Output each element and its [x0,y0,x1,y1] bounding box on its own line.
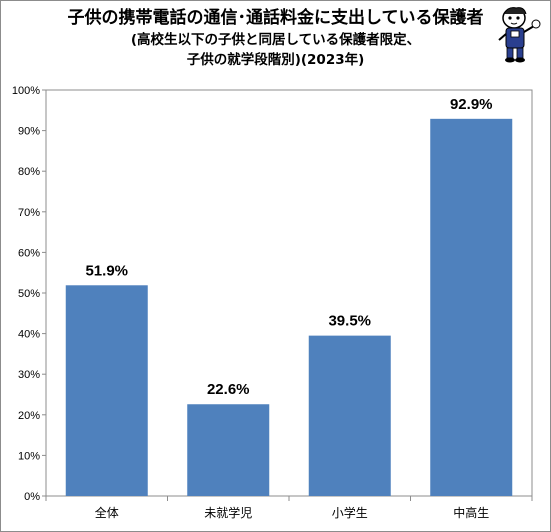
bar [65,285,148,496]
y-tick-label: 100% [12,85,40,97]
mascot-character-icon [498,7,541,63]
data-label: 39.5% [328,313,371,330]
x-category-label: 未就学児 [204,505,252,520]
bar [430,118,513,497]
title-line-2: (高校生以下の子供と同居している保護者限定、 [130,32,421,48]
y-tick-label: 60% [18,247,40,259]
y-tick-label: 90% [18,126,40,138]
x-category-label: 小学生 [332,505,368,520]
data-label: 51.9% [85,262,128,279]
bar [308,335,391,496]
y-tick-label: 20% [18,410,40,422]
x-category-label: 全体 [95,505,119,520]
y-tick-label: 30% [18,369,40,381]
title-line-1: 子供の携帯電話の通信･通話料金に支出している保護者 [67,8,484,28]
x-category-label: 中高生 [453,505,489,520]
data-label: 22.6% [207,381,250,398]
title-line-3: 子供の就学段階別)(2023年) [186,52,365,68]
data-label: 92.9% [450,96,493,113]
y-tick-label: 80% [18,166,40,178]
y-tick-label: 70% [18,207,40,219]
y-tick-label: 50% [18,288,40,300]
chart-title: 子供の携帯電話の通信･通話料金に支出している保護者 (高校生以下の子供と同居して… [0,6,551,70]
y-tick-label: 10% [18,450,40,462]
y-tick-label: 40% [18,329,40,341]
bar [187,404,270,496]
y-tick-label: 0% [24,491,40,503]
